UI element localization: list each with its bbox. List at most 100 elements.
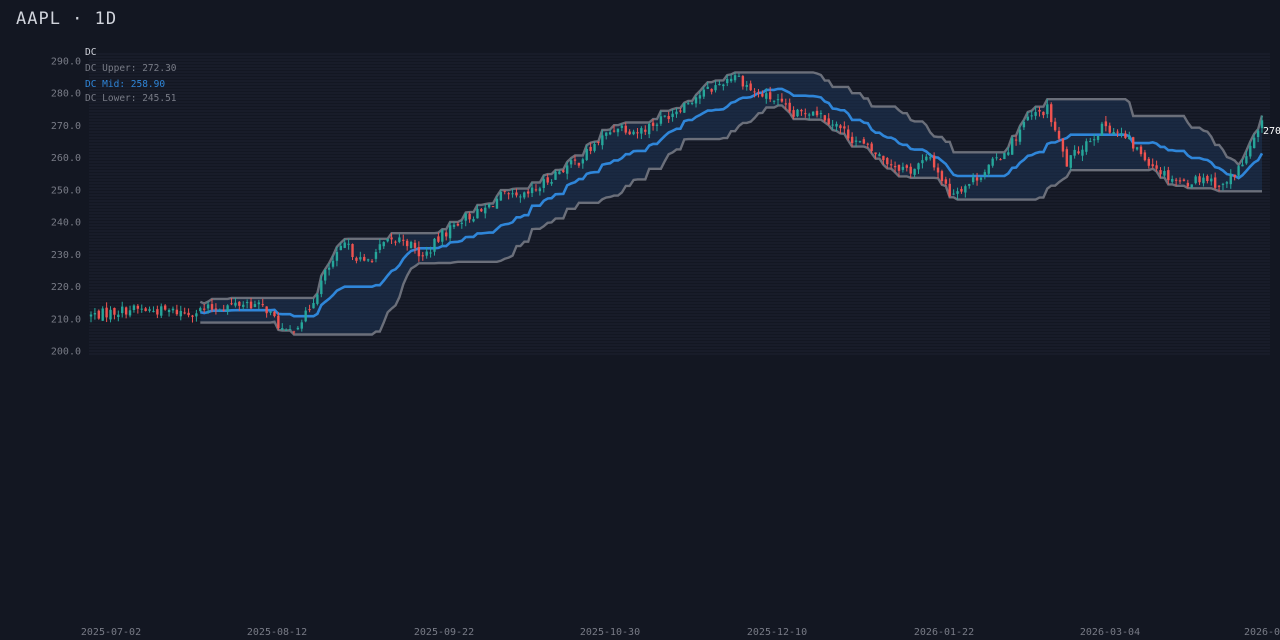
candle — [308, 304, 311, 313]
candle-body — [585, 148, 588, 160]
candle — [636, 128, 639, 139]
candle-body — [160, 306, 163, 316]
candle — [425, 246, 428, 259]
candle-body — [238, 301, 241, 306]
candle-body — [456, 223, 460, 226]
candle-body — [1213, 177, 1217, 188]
candle-body — [1225, 182, 1229, 184]
candle-body — [979, 177, 983, 180]
candle-body — [359, 257, 362, 260]
candle-body — [277, 315, 280, 329]
candle-body — [550, 182, 553, 184]
candle-body — [987, 164, 990, 174]
candle — [808, 112, 811, 120]
grid-lines — [89, 53, 1270, 355]
candle-body — [347, 243, 350, 245]
candle-body — [1124, 133, 1127, 138]
candle-body — [1206, 176, 1209, 181]
candle-body — [776, 99, 780, 101]
candle-body — [1010, 138, 1014, 155]
candle — [351, 243, 354, 261]
candle — [503, 190, 506, 195]
y-tick-label: 200.0 — [51, 347, 81, 358]
candle — [327, 263, 331, 276]
candle-body — [1131, 137, 1135, 149]
candle — [132, 304, 136, 313]
candle-body — [218, 310, 222, 312]
candle-body — [815, 110, 819, 116]
legend: DC DC Upper: 272.30 DC Mid: 258.90 DC Lo… — [85, 47, 177, 104]
candle — [671, 109, 674, 122]
candle-body — [1100, 123, 1104, 136]
candle — [698, 91, 702, 105]
candle-body — [530, 187, 534, 194]
candle-body — [156, 309, 159, 315]
candle-body — [839, 125, 842, 129]
candle — [526, 189, 530, 198]
candle-body — [679, 110, 682, 112]
candles — [89, 72, 1264, 335]
candle-body — [917, 163, 920, 170]
candle — [519, 194, 522, 203]
candle-body — [429, 252, 432, 254]
candle-body — [1139, 146, 1143, 155]
candle — [1030, 110, 1033, 120]
candle — [1073, 145, 1076, 159]
candle — [929, 153, 932, 161]
candle-body — [460, 222, 464, 224]
candle — [1042, 111, 1045, 119]
candle-body — [605, 132, 608, 136]
candle-body — [854, 140, 858, 142]
legend-mid: DC Mid: 258.90 — [85, 79, 165, 90]
candle-body — [944, 179, 948, 184]
candle-body — [960, 188, 963, 192]
candle-body — [897, 164, 901, 171]
candle — [394, 240, 397, 246]
candle-body — [597, 141, 600, 143]
candle-body — [93, 313, 97, 315]
candle-body — [1030, 115, 1033, 117]
candle — [1171, 175, 1174, 184]
candle — [913, 168, 916, 178]
candle-body — [121, 306, 124, 314]
candle-body — [421, 255, 424, 257]
dc-band-fill — [200, 72, 1262, 335]
candle — [815, 106, 819, 118]
candle-body — [331, 260, 335, 267]
y-tick-label: 210.0 — [51, 314, 81, 325]
candle-body — [394, 241, 397, 243]
candle — [804, 108, 807, 118]
candle-body — [581, 159, 585, 164]
candle — [273, 310, 276, 318]
candle-body — [175, 309, 179, 315]
candle-body — [284, 329, 288, 331]
candle — [905, 164, 908, 172]
candle-body — [1057, 130, 1061, 139]
candle-body — [1135, 147, 1139, 150]
candle-body — [448, 225, 452, 239]
candle-body — [343, 242, 346, 248]
candle — [140, 304, 143, 313]
candle-body — [1171, 178, 1174, 182]
candle-body — [191, 315, 194, 317]
candle — [796, 108, 799, 118]
candle-body — [858, 141, 862, 143]
candle — [882, 155, 885, 165]
x-tick-label: 2025-07-02 — [81, 627, 141, 638]
candle-body — [847, 129, 850, 139]
candle — [983, 169, 987, 180]
legend-upper: DC Upper: 272.30 — [85, 63, 177, 74]
candle — [850, 132, 854, 147]
candle-body — [519, 196, 522, 198]
candle — [242, 301, 245, 310]
candle-body — [1050, 104, 1053, 123]
candle — [452, 221, 456, 230]
candle — [991, 156, 994, 168]
candle-body — [382, 242, 385, 247]
candle — [749, 80, 752, 92]
candle — [398, 233, 401, 244]
candle — [1198, 173, 1201, 186]
candle-body — [1151, 164, 1154, 167]
candle-body — [335, 251, 339, 261]
